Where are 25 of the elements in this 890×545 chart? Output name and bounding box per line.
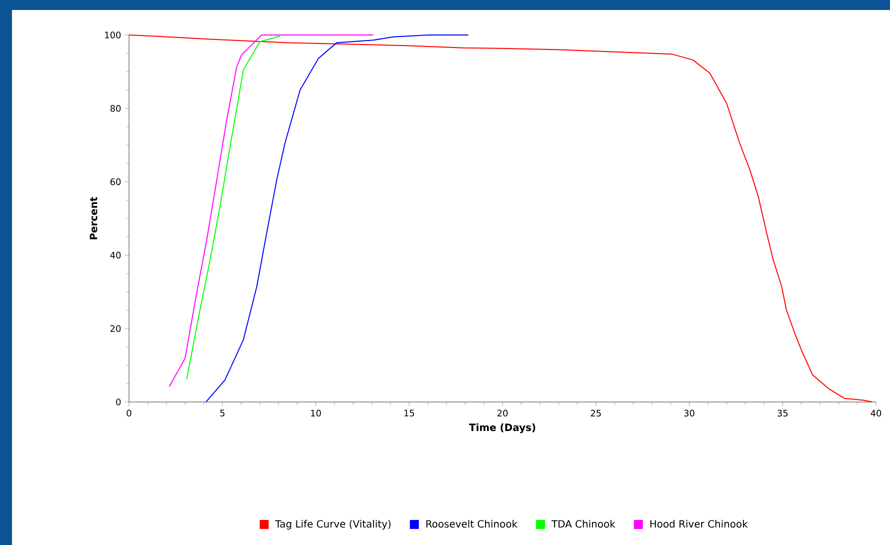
line-series	[186, 36, 281, 380]
x-tick-label: 15	[404, 410, 414, 416]
x-tick-label: 5	[220, 410, 224, 416]
legend-label: Hood River Chinook	[650, 520, 748, 528]
y-tick-label: 0	[116, 398, 121, 406]
line-series	[168, 34, 374, 388]
x-tick-label: 35	[778, 410, 788, 417]
x-tick-label: 30	[684, 410, 694, 417]
y-axis-title: Percent	[90, 196, 98, 240]
y-tick-label: 100	[105, 32, 121, 38]
y-tick-label: 40	[110, 252, 121, 259]
y-tick-label: 80	[110, 104, 121, 112]
legend-label: Roosevelt Chinook	[426, 520, 518, 528]
y-tick-label: 20	[110, 325, 121, 332]
y-tick-label: 60	[110, 178, 121, 186]
x-tick-label: 25	[590, 410, 601, 417]
x-axis-title: Time (Days)	[469, 423, 536, 434]
legend-label: TDA Chinook	[551, 520, 616, 528]
line-series	[205, 34, 469, 402]
x-tick-label: 20	[497, 410, 508, 417]
x-tick-label: 0	[126, 410, 132, 417]
x-tick-label: 10	[311, 410, 321, 417]
line-series	[128, 34, 873, 402]
x-tick-label: 40	[870, 410, 882, 417]
legend-label: Tag Life Curve (Vitality)	[275, 520, 391, 530]
